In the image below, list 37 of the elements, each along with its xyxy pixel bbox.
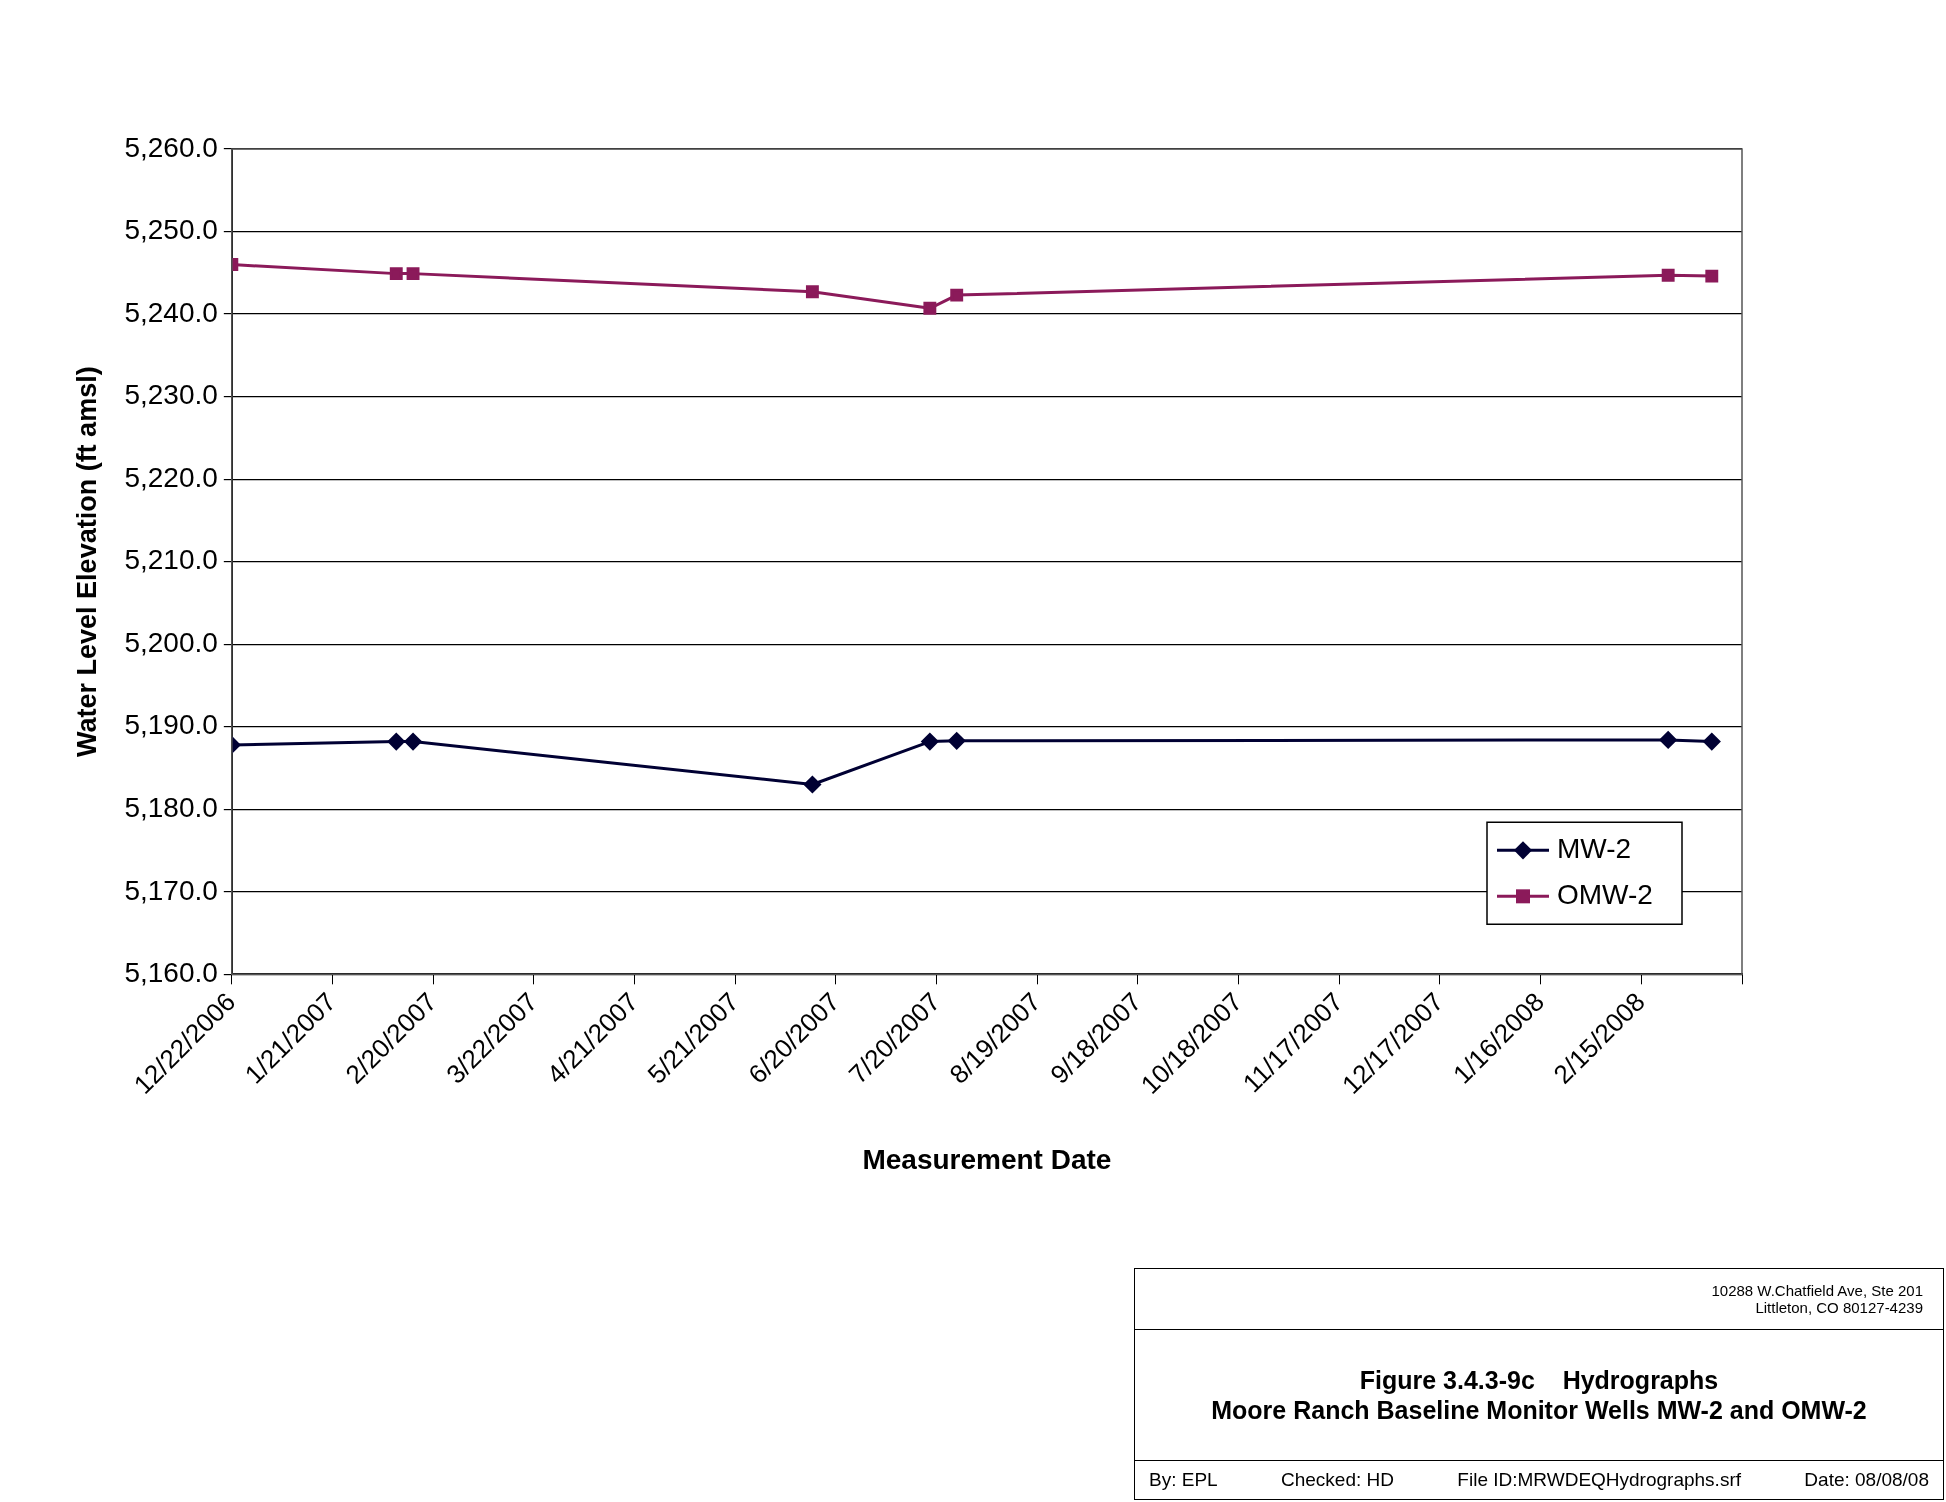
y-tick-label: 5,180.0: [124, 791, 218, 823]
point: [948, 732, 966, 750]
point: [404, 733, 422, 751]
x-axis-title: Measurement Date: [862, 1143, 1112, 1175]
text: Moore Ranch Baseline Monitor Wells MW-2 and OMW-2: [1211, 1395, 1867, 1425]
point: [803, 776, 821, 793]
text: Littleton, CO 80127-4239: [1755, 1299, 1923, 1316]
y-tick-label: 5,200.0: [124, 626, 218, 658]
text: 10288 W.Chatfield Ave, Ste 201: [1711, 1282, 1923, 1299]
point: [387, 733, 405, 751]
point: [950, 288, 964, 302]
y-tick-label: 5,230.0: [124, 379, 218, 411]
y-tick-label: 5,260.0: [124, 131, 218, 163]
y-tick-label: 5,160.0: [124, 957, 218, 989]
y-tick-label: 5,170.0: [124, 874, 218, 906]
y-tick-label: 5,210.0: [124, 544, 218, 576]
point: [1705, 269, 1719, 283]
text: Figure 3.4.3-9c Hydrographs: [1359, 1365, 1719, 1395]
y-tick-label: 5,240.0: [124, 296, 218, 328]
point: [923, 301, 937, 315]
y-tick-label: 5,250.0: [124, 214, 218, 246]
point: [805, 285, 819, 299]
text: By: EPL: [1149, 1469, 1218, 1491]
point: [389, 267, 403, 281]
legend-label: OMW-2: [1557, 879, 1653, 911]
y-tick-label: 5,190.0: [124, 709, 218, 741]
point: [406, 267, 420, 281]
point: [1661, 268, 1675, 282]
y-tick-label: 5,220.0: [124, 461, 218, 493]
point: [921, 733, 939, 751]
point: [1659, 731, 1677, 749]
text: File ID:MRWDEQHydrographs.srf: [1457, 1469, 1741, 1491]
text: Date: 08/08/08: [1804, 1469, 1929, 1491]
point: [1703, 733, 1721, 751]
legend-label: MW-2: [1557, 833, 1632, 865]
y-axis-title: Water Level Elevation (ft amsl): [71, 366, 102, 757]
text: Checked: HD: [1281, 1469, 1394, 1491]
